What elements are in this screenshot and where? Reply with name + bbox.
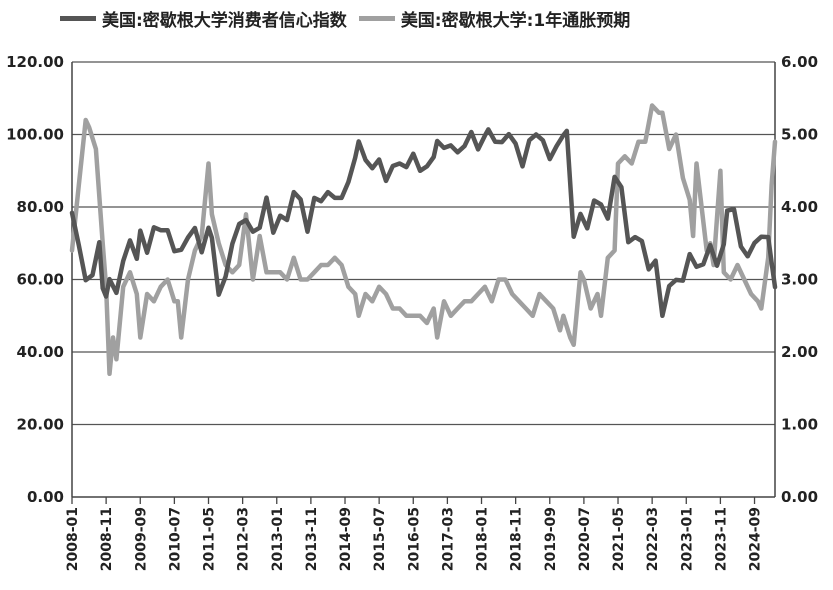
y-right-tick-label: 3.00 [781, 271, 818, 289]
y-left-tick-label: 20.00 [17, 416, 64, 434]
x-tick-label: 2010-07 [167, 507, 183, 571]
y-left-tick-label: 60.00 [17, 271, 64, 289]
y-left-tick-label: 120.00 [6, 53, 64, 71]
y-right-tick-label: 0.00 [781, 488, 818, 506]
x-tick-label: 2022-03 [645, 507, 661, 571]
y-right-tick-label: 4.00 [781, 198, 818, 216]
y-right-tick-label: 5.00 [781, 126, 818, 144]
x-tick-label: 2008-01 [65, 507, 81, 571]
x-tick-label: 2008-11 [99, 507, 115, 571]
x-tick-label: 2016-05 [406, 507, 422, 571]
y-left-tick-label: 0.00 [27, 488, 64, 506]
x-tick-label: 2017-03 [440, 507, 456, 571]
x-tick-label: 2023-11 [713, 507, 729, 571]
x-tick-label: 2023-01 [679, 507, 695, 571]
y-right-tick-label: 6.00 [781, 53, 818, 71]
legend-label-sentiment: 美国:密歇根大学消费者信心指数 [102, 10, 347, 31]
x-tick-label: 2024-09 [748, 507, 764, 571]
x-tick-label: 2018-11 [509, 507, 525, 571]
y-left-tick-label: 100.00 [6, 126, 64, 144]
legend-item-inflation: 美国:密歇根大学:1年通胀预期 [358, 6, 631, 31]
x-tick-label: 2019-09 [543, 507, 559, 571]
x-tick-label: 2009-09 [133, 507, 149, 571]
y-left-tick-label: 40.00 [17, 343, 64, 361]
x-tick-label: 2018-01 [475, 507, 491, 571]
x-tick-label: 2014-09 [338, 507, 354, 571]
x-tick-label: 2012-03 [236, 507, 252, 571]
series-line-inflation [69, 103, 778, 377]
y-left-tick-label: 80.00 [17, 198, 64, 216]
legend: 美国:密歇根大学消费者信心指数 美国:密歇根大学:1年通胀预期 [60, 5, 642, 31]
x-tick-label: 2011-05 [202, 507, 218, 571]
x-tick-label: 2013-01 [270, 507, 286, 571]
x-tick-label: 2020-07 [577, 507, 593, 571]
legend-swatch-sentiment [60, 15, 96, 21]
x-tick-label: 2013-11 [304, 507, 320, 571]
legend-item-sentiment: 美国:密歇根大学消费者信心指数 [60, 6, 347, 31]
legend-label-inflation: 美国:密歇根大学:1年通胀预期 [400, 10, 631, 31]
x-tick-label: 2021-05 [611, 507, 627, 571]
y-right-tick-label: 2.00 [781, 343, 818, 361]
series-line-sentiment [69, 127, 778, 319]
y-right-tick-label: 1.00 [781, 416, 818, 434]
legend-swatch-inflation [358, 15, 395, 21]
x-tick-label: 2015-07 [372, 507, 388, 571]
